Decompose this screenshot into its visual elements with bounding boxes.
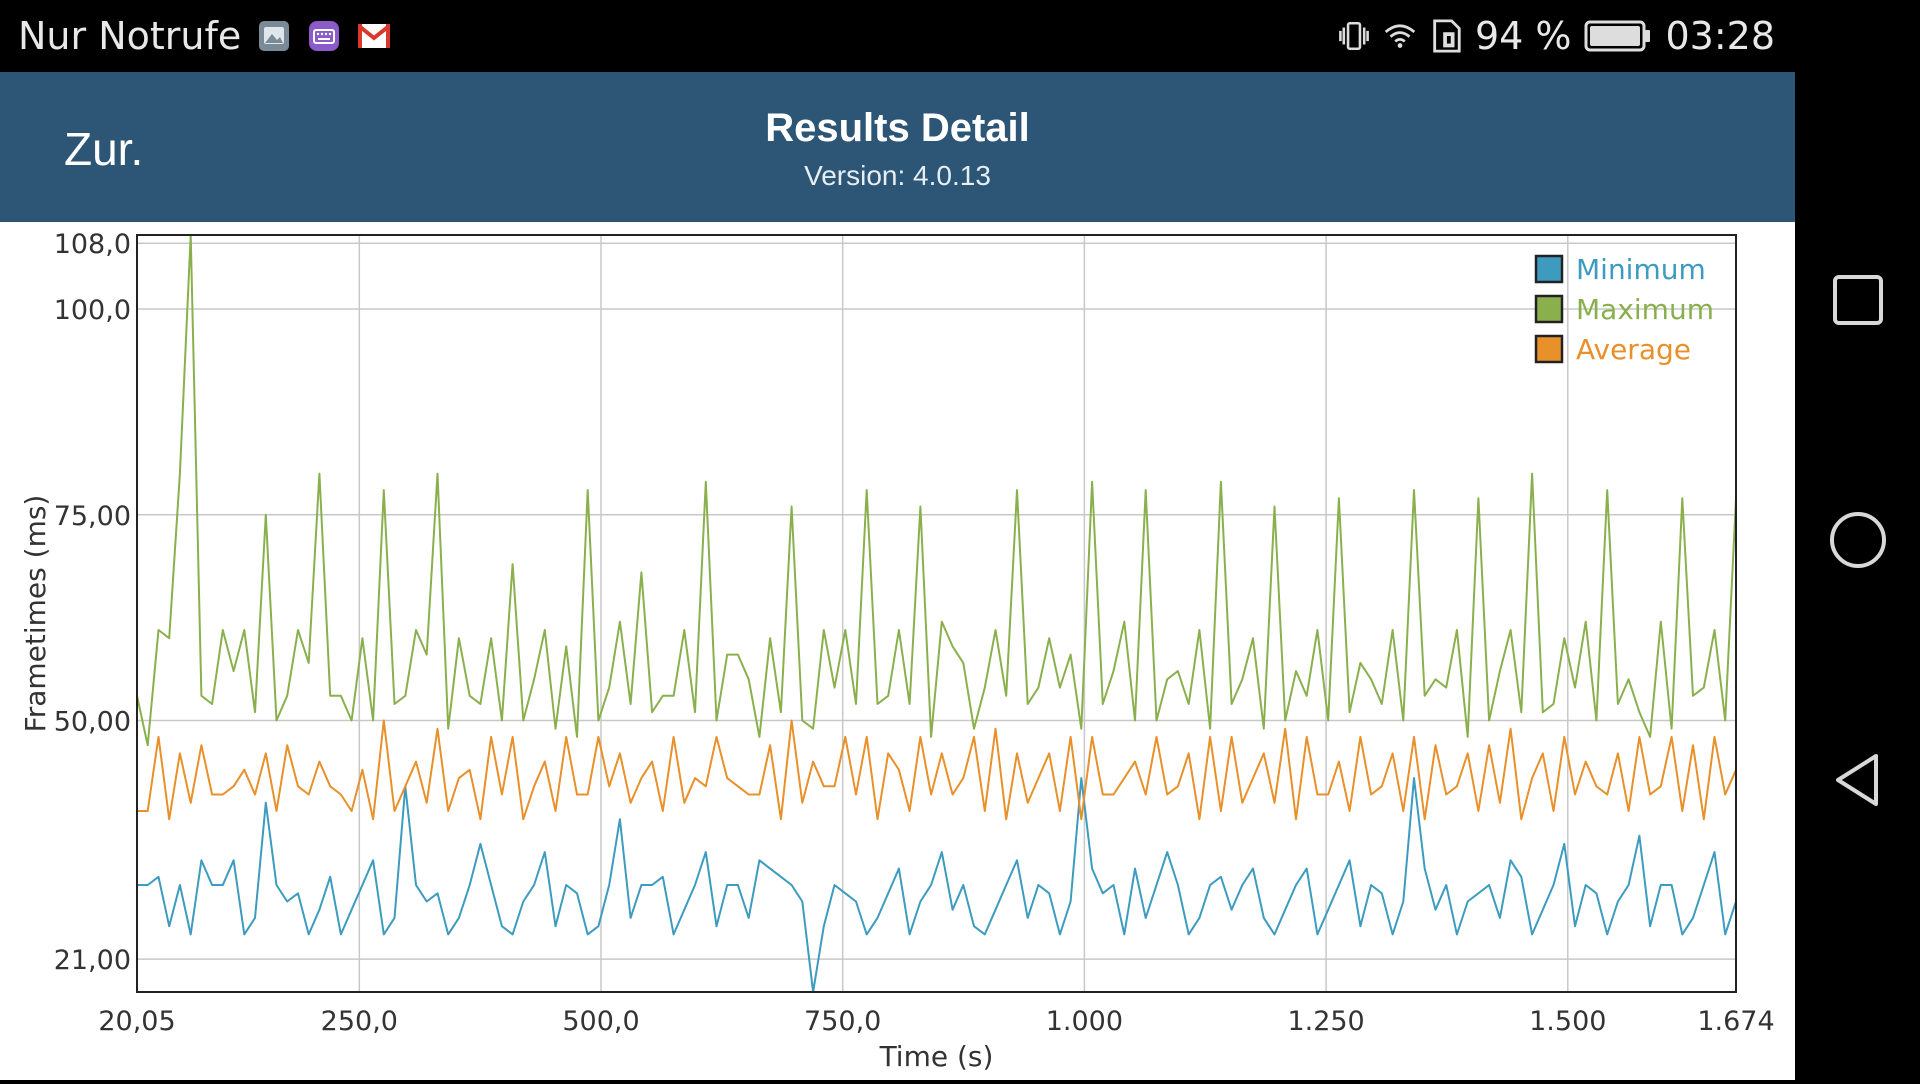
grid [136,235,1737,992]
battery-icon [1583,19,1653,53]
series-lines [136,234,1737,993]
recents-button[interactable] [1795,270,1920,330]
frametimes-chart: 20,05 250,0 500,0 750,0 1.000 1.250 1.500 1.674… [19,229,1775,1073]
tick-labels: 20,05 250,0 500,0 750,0 1.000 1.250 1.500 1.674… [54,229,1775,1037]
recents-icon [1832,275,1883,325]
legend: Minimum Maximum Average [1534,253,1714,366]
y-tick-label: 100,0 [54,295,131,326]
navigation-bar [1795,0,1920,1080]
vibrate-icon [1337,19,1371,53]
nav-back-button[interactable] [1795,748,1920,812]
legend-label: Maximum [1576,293,1714,326]
legend-label: Minimum [1576,253,1706,286]
series-line-maximum [136,234,1737,747]
plot-frame [136,234,1737,993]
page-subtitle: Version: 4.0.13 [804,160,991,191]
gmail-icon [357,19,391,53]
y-tick-label: 50,00 [54,706,131,737]
x-tick-label: 1.250 [1287,1006,1364,1037]
series-line-minimum [137,777,1737,993]
status-bar: Nur Notrufe 94 % 03:28 [0,0,1795,72]
series-line-average [137,719,1737,821]
clock: 03:28 [1665,14,1775,58]
chart-area: 20,05 250,0 500,0 750,0 1.000 1.250 1.500 1.674… [0,222,1795,1080]
back-button[interactable]: Zur. [64,123,144,175]
x-tick-label: 500,0 [562,1006,639,1037]
y-tick-label: 108,0 [54,229,131,260]
gallery-icon [257,19,291,53]
legend-label: Average [1576,333,1691,366]
x-tick-label: 20,05 [98,1006,175,1037]
battery-label: 94 % [1474,14,1572,58]
page-title: Results Detail [765,106,1030,150]
app-bar: Zur. Results Detail Version: 4.0.13 [0,72,1795,222]
y-tick-label: 21,00 [54,945,131,976]
x-axis-title: Time (s) [879,1040,994,1073]
x-tick-label: 750,0 [804,1006,881,1037]
x-tick-label: 1.000 [1046,1006,1123,1037]
wifi-icon [1383,19,1417,53]
legend-swatch [1534,254,1564,284]
home-button[interactable] [1795,508,1920,572]
x-tick-label: 1.500 [1529,1006,1606,1037]
y-tick-label: 75,00 [54,501,131,532]
legend-swatch [1534,294,1564,324]
y-axis-title: Frametimes (ms) [19,495,52,733]
back-icon [1835,754,1878,806]
sim-icon [1429,19,1463,53]
status-left: Nur Notrufe [18,0,391,72]
legend-swatch [1534,334,1564,364]
x-tick-label: 250,0 [321,1006,398,1037]
carrier-label: Nur Notrufe [18,14,242,58]
keyboard-icon [307,19,341,53]
x-tick-label: 1.674 [1697,1006,1774,1037]
home-icon [1829,512,1886,568]
status-right: 94 % 03:28 [1337,0,1775,72]
